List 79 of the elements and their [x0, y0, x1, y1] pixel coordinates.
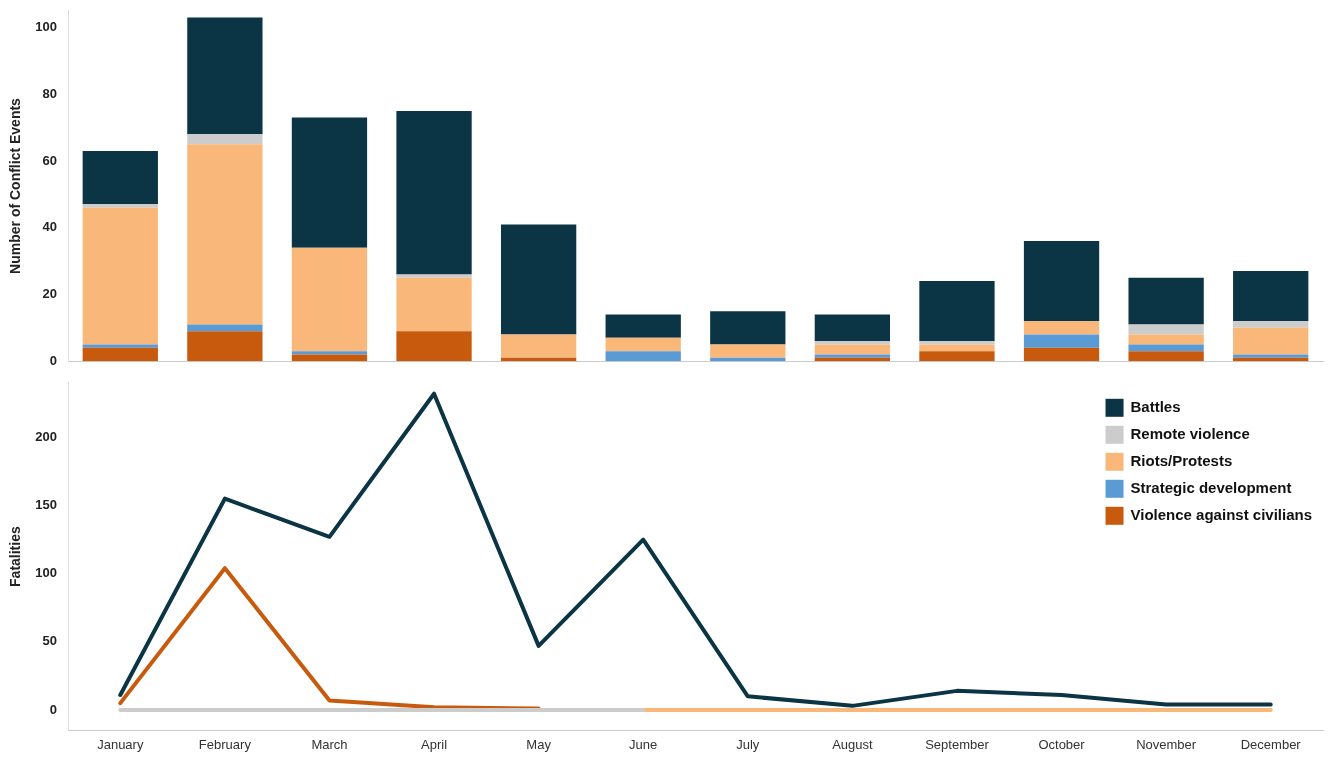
bar — [291, 117, 368, 248]
bar — [396, 331, 472, 362]
bar — [1128, 334, 1204, 345]
y-tick-label: 60 — [42, 152, 57, 168]
bar — [1023, 241, 1100, 322]
bar — [187, 324, 263, 332]
bar — [82, 347, 158, 362]
y-tick-label: 200 — [35, 428, 57, 444]
y-tick-label: 80 — [42, 85, 57, 101]
bar — [814, 341, 891, 345]
bar — [187, 17, 263, 135]
bar — [919, 351, 995, 362]
bar — [291, 351, 368, 355]
bar — [919, 281, 995, 342]
x-tick-label: January — [97, 736, 144, 752]
y-axis-title: Number of Conflict Events — [7, 97, 24, 274]
bar — [291, 247, 368, 352]
x-tick-label: March — [311, 736, 348, 752]
legend-label: Violence against civilians — [1130, 505, 1313, 523]
y-tick-label: 40 — [42, 219, 57, 235]
y-tick-label: 50 — [42, 633, 57, 649]
x-tick-label: June — [629, 736, 658, 752]
bar — [814, 344, 891, 355]
bar — [82, 204, 158, 208]
x-tick-label: May — [526, 736, 552, 752]
bar — [187, 144, 263, 325]
bar — [814, 354, 891, 358]
y-axis-title: Fatalities — [7, 526, 24, 587]
bar — [82, 150, 158, 205]
legend-label: Riots/Protests — [1130, 451, 1233, 469]
bar — [814, 357, 891, 362]
bar — [710, 311, 786, 345]
bar — [1128, 344, 1204, 352]
bar — [1023, 347, 1100, 362]
x-tick-label: October — [1038, 736, 1086, 752]
y-tick-label: 150 — [35, 497, 57, 513]
bar — [500, 357, 577, 362]
bar — [919, 344, 995, 352]
bar — [500, 334, 577, 358]
y-tick-label: 100 — [35, 565, 57, 581]
bar — [1233, 357, 1309, 362]
y-tick-label: 100 — [35, 19, 57, 35]
bar — [396, 274, 472, 278]
bar — [1233, 271, 1309, 322]
x-tick-label: September — [925, 736, 990, 752]
bar — [187, 331, 263, 362]
y-tick-label: 0 — [49, 701, 57, 717]
bar — [710, 344, 786, 358]
legend-label: Battles — [1130, 397, 1181, 415]
bar — [500, 224, 577, 335]
x-tick-label: July — [736, 736, 760, 752]
bar — [396, 110, 472, 275]
bar — [1233, 321, 1309, 328]
bar — [814, 314, 891, 342]
bar — [1023, 334, 1100, 348]
x-tick-label: August — [832, 736, 873, 752]
y-tick-label: 20 — [42, 286, 57, 302]
bar — [82, 207, 158, 345]
bar — [82, 344, 158, 348]
bar — [396, 277, 472, 332]
legend-label: Strategic development — [1130, 478, 1292, 496]
bar — [605, 337, 681, 352]
x-tick-label: November — [1136, 736, 1197, 752]
bar — [1023, 321, 1100, 335]
x-tick-label: December — [1240, 736, 1302, 752]
bar — [919, 341, 995, 345]
y-tick-label: 0 — [49, 352, 57, 368]
legend-label: Remote violence — [1130, 424, 1250, 442]
bar — [1128, 277, 1204, 325]
x-tick-label: February — [198, 736, 252, 752]
bar — [605, 351, 681, 362]
bar — [605, 314, 681, 338]
bar — [1128, 324, 1204, 335]
bar — [1233, 327, 1309, 355]
bar — [1233, 354, 1309, 358]
x-tick-label: April — [421, 736, 448, 752]
bar — [187, 134, 263, 145]
bar — [710, 357, 786, 362]
bar — [1128, 351, 1204, 362]
